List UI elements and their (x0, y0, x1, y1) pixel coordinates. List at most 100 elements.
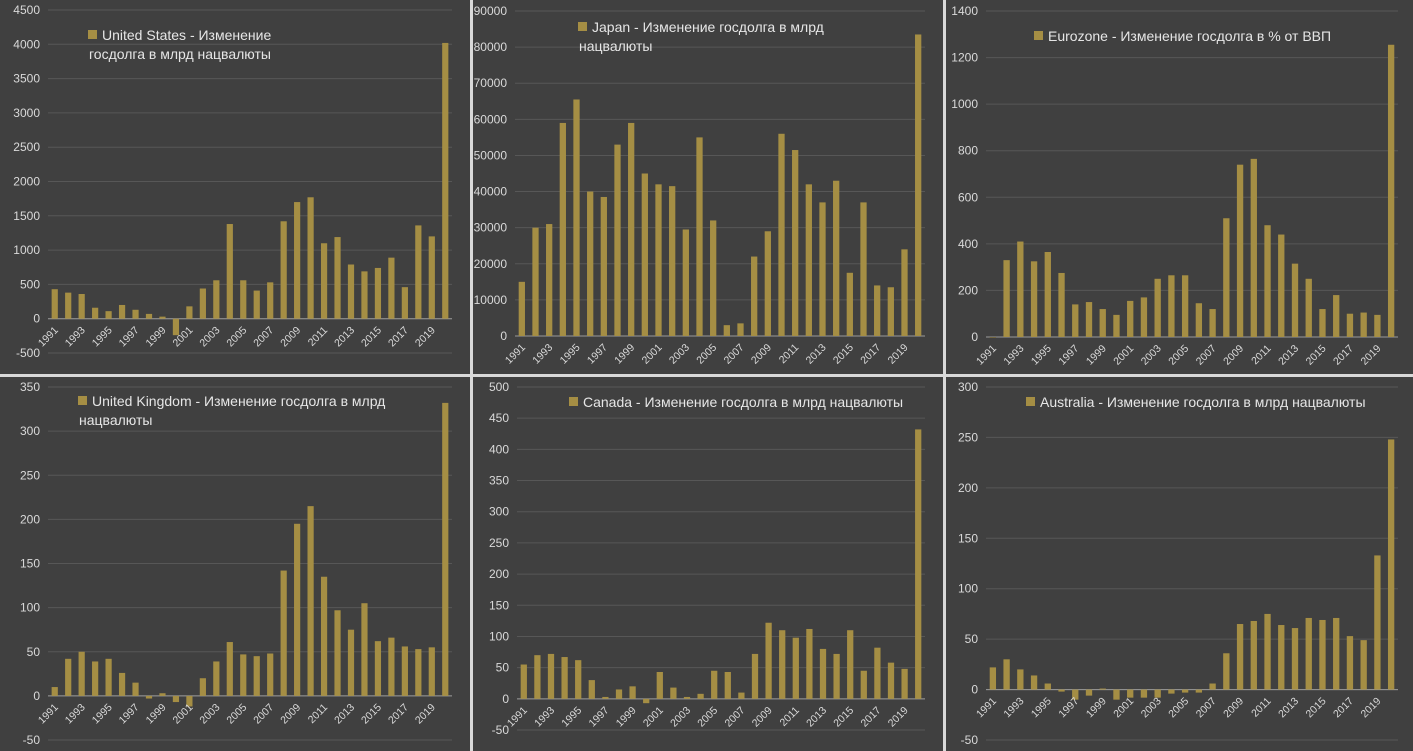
x-tick-label-canada-1991: 1991 (505, 704, 530, 729)
bar-australia-2007 (1209, 683, 1216, 690)
chart-panel-japan: 0 10000 20000 30000 40000 50000 60000 70000 8000… (473, 0, 943, 374)
bar-australia-2003 (1154, 689, 1161, 698)
bar-uk-2005 (240, 654, 247, 696)
x-tick-label-japan-1995: 1995 (558, 342, 583, 367)
y-tick-label-australia-1: 0 (971, 683, 978, 697)
bar-canada-2017 (874, 647, 881, 699)
bar-australia-1998 (1085, 689, 1093, 696)
bar-us-2003 (213, 280, 220, 319)
bar-canada-2016 (860, 670, 867, 699)
bar-eurozone-2008 (1223, 218, 1230, 337)
bar-canada-2011 (792, 637, 799, 699)
x-tick-label-eurozone-1993: 1993 (1001, 343, 1026, 368)
y-tick-label-canada-1: 0 (502, 692, 509, 706)
bar-canada-2015 (847, 630, 854, 699)
bar-us-1996 (118, 304, 126, 319)
bar-canada-2000 (643, 698, 650, 704)
bar-canada-2009 (765, 622, 772, 699)
bar-japan-2015 (846, 272, 853, 336)
bar-australia-2017 (1346, 636, 1354, 690)
bar-canada-2014 (833, 653, 840, 699)
bar-us-1995 (105, 311, 112, 319)
legend-swatch-australia (1026, 397, 1035, 406)
bar-eurozone-2004 (1168, 275, 1175, 337)
bar-uk-2017 (401, 646, 408, 696)
y-tick-label-japan-4: 40000 (474, 185, 508, 199)
y-tick-label-uk-5: 200 (20, 512, 40, 526)
bar-us-2015 (374, 267, 382, 319)
bar-eurozone-2005 (1181, 275, 1189, 337)
y-tick-label-eurozone-2: 400 (958, 237, 978, 251)
bar-eurozone-1995 (1044, 252, 1051, 337)
y-tick-label-canada-8: 350 (489, 474, 509, 488)
y-tick-label-australia-2: 50 (965, 632, 979, 646)
bar-australia-2015 (1319, 619, 1326, 690)
legend-label-japan: Japan - Изменение госдолга в млрд нацвалю… (579, 19, 824, 54)
bar-uk-2015 (374, 641, 382, 696)
y-tick-label-us-10: 4500 (13, 3, 40, 17)
bar-eurozone-2002 (1140, 297, 1148, 337)
bar-uk-1993 (78, 651, 85, 696)
chart-panel-united-kingdom: -50 0 50 100 150 200 250 300 350 1991 1993 1995 1997… (0, 377, 470, 751)
x-tick-label-uk-2007: 2007 (251, 701, 276, 726)
bar-eurozone-2015 (1319, 309, 1326, 337)
x-tick-label-eurozone-2013: 2013 (1276, 343, 1301, 368)
bar-japan-2006 (723, 325, 730, 336)
bar-eurozone-2009 (1236, 164, 1244, 337)
bar-australia-2009 (1236, 624, 1244, 690)
chart-us-svg: -500 0 500 1000 1500 2000 2500 3000 3500 4000 4500… (13, 3, 452, 360)
x-tick-label-canada-2011: 2011 (777, 704, 802, 729)
bar-eurozone-2006 (1195, 303, 1203, 337)
legend-swatch-japan (578, 22, 587, 31)
bar-japan-2018 (887, 287, 894, 336)
y-tick-label-eurozone-4: 800 (958, 144, 978, 158)
x-tick-label-japan-2007: 2007 (722, 342, 747, 367)
y-tick-label-us-4: 1500 (13, 209, 40, 223)
bar-japan-2012 (805, 184, 812, 336)
bar-eurozone-1993 (1017, 241, 1024, 337)
bar-australia-2000 (1113, 689, 1120, 700)
x-tick-label-uk-2019: 2019 (413, 701, 438, 726)
x-tick-label-japan-1993: 1993 (530, 342, 555, 367)
x-tick-label-us-1997: 1997 (117, 324, 142, 349)
bar-australia-1999 (1099, 688, 1106, 690)
bar-australia-1994 (1030, 675, 1038, 690)
bar-us-2018 (415, 225, 422, 319)
y-tick-label-japan-8: 80000 (474, 40, 508, 54)
bar-us-2020 (442, 42, 449, 319)
x-tick-label-canada-2015: 2015 (831, 704, 856, 729)
x-tick-label-australia-2015: 2015 (1304, 695, 1329, 720)
bar-canada-1999 (629, 686, 636, 699)
x-tick-label-canada-1993: 1993 (532, 704, 557, 729)
bar-japan-2008 (751, 256, 758, 336)
legend-label-us: United States - Изменение госдолга в млрд… (89, 27, 271, 62)
x-tick-label-canada-2017: 2017 (859, 704, 884, 729)
x-tick-label-us-2003: 2003 (197, 324, 222, 349)
bar-canada-1996 (588, 680, 595, 699)
bar-canada-2010 (779, 630, 786, 699)
x-tick-label-japan-2005: 2005 (694, 342, 719, 367)
y-tick-label-japan-1: 10000 (474, 293, 508, 307)
bar-eurozone-2010 (1250, 158, 1257, 337)
bar-canada-2004 (697, 693, 704, 699)
bar-us-2011 (320, 243, 328, 319)
bar-us-1994 (92, 307, 99, 319)
bar-japan-1994 (559, 122, 566, 336)
x-tick-label-australia-2011: 2011 (1249, 695, 1274, 720)
bar-uk-2000 (172, 695, 180, 703)
x-tick-label-australia-2007: 2007 (1194, 695, 1219, 720)
bar-canada-2007 (738, 692, 745, 699)
bar-eurozone-2020 (1387, 44, 1395, 338)
x-tick-label-eurozone-2003: 2003 (1139, 343, 1164, 368)
x-tick-label-australia-2019: 2019 (1359, 695, 1384, 720)
x-tick-label-japan-2003: 2003 (667, 342, 692, 367)
bar-uk-2018 (415, 649, 422, 696)
y-tick-label-japan-9: 90000 (474, 4, 508, 18)
bar-canada-2013 (819, 648, 827, 699)
bar-eurozone-2019 (1374, 314, 1381, 337)
x-tick-label-japan-1999: 1999 (612, 342, 637, 367)
bar-japan-2013 (819, 202, 826, 336)
bar-eurozone-2012 (1278, 234, 1285, 337)
panel-divider-vertical-1 (470, 0, 473, 751)
